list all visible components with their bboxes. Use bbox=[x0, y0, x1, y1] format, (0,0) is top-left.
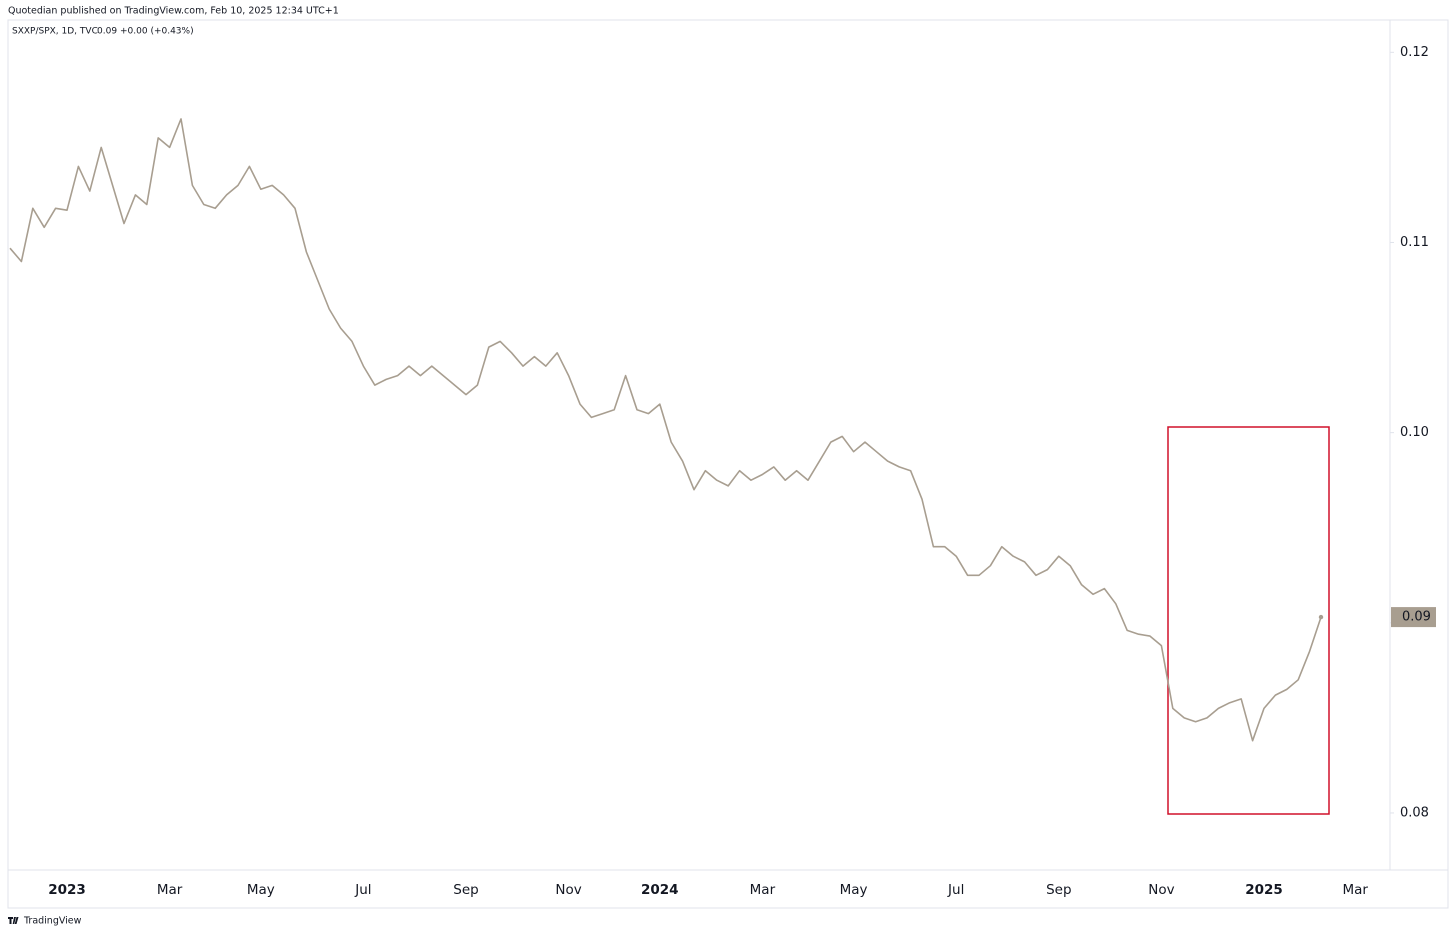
last-point bbox=[1318, 614, 1324, 620]
x-tick-label: Mar bbox=[1342, 882, 1368, 898]
symbol: SXXP/SPX, 1D, TVC bbox=[12, 27, 98, 37]
x-tick-label: Sep bbox=[1046, 882, 1071, 898]
footer-brand: TradingView bbox=[23, 916, 82, 927]
x-tick-label: 2025 bbox=[1245, 882, 1283, 898]
footer-logo bbox=[8, 917, 19, 924]
publisher: Quotedian published on TradingView.com, … bbox=[8, 6, 339, 17]
x-tick-label: Nov bbox=[555, 882, 581, 898]
change: +0.00 (+0.43%) bbox=[120, 27, 194, 37]
frame bbox=[7, 19, 1449, 909]
x-tick-label: Jul bbox=[947, 882, 964, 898]
price-tag-label: 0.09 bbox=[1402, 610, 1431, 625]
x-tick-label: Nov bbox=[1148, 882, 1174, 898]
x-tick-label: 2023 bbox=[48, 882, 86, 898]
x-tick-label: 2024 bbox=[641, 882, 679, 898]
price-tag bbox=[1391, 607, 1436, 628]
x-tick-label: Mar bbox=[157, 882, 183, 898]
y-tick-label: 0.11 bbox=[1400, 235, 1429, 250]
x-tick-label: Jul bbox=[354, 882, 371, 898]
x-tick-label: May bbox=[247, 882, 275, 898]
y-tick-label: 0.10 bbox=[1400, 425, 1429, 440]
x-tick-label: Mar bbox=[750, 882, 776, 898]
x-tick-label: May bbox=[840, 882, 868, 898]
y-tick-label: 0.08 bbox=[1400, 805, 1429, 820]
price-line bbox=[9, 118, 1322, 742]
y-tick-label: 0.12 bbox=[1400, 45, 1429, 60]
last-value: 0.09 bbox=[97, 27, 117, 37]
x-tick-label: Sep bbox=[453, 882, 478, 898]
highlight-box bbox=[1167, 426, 1330, 815]
